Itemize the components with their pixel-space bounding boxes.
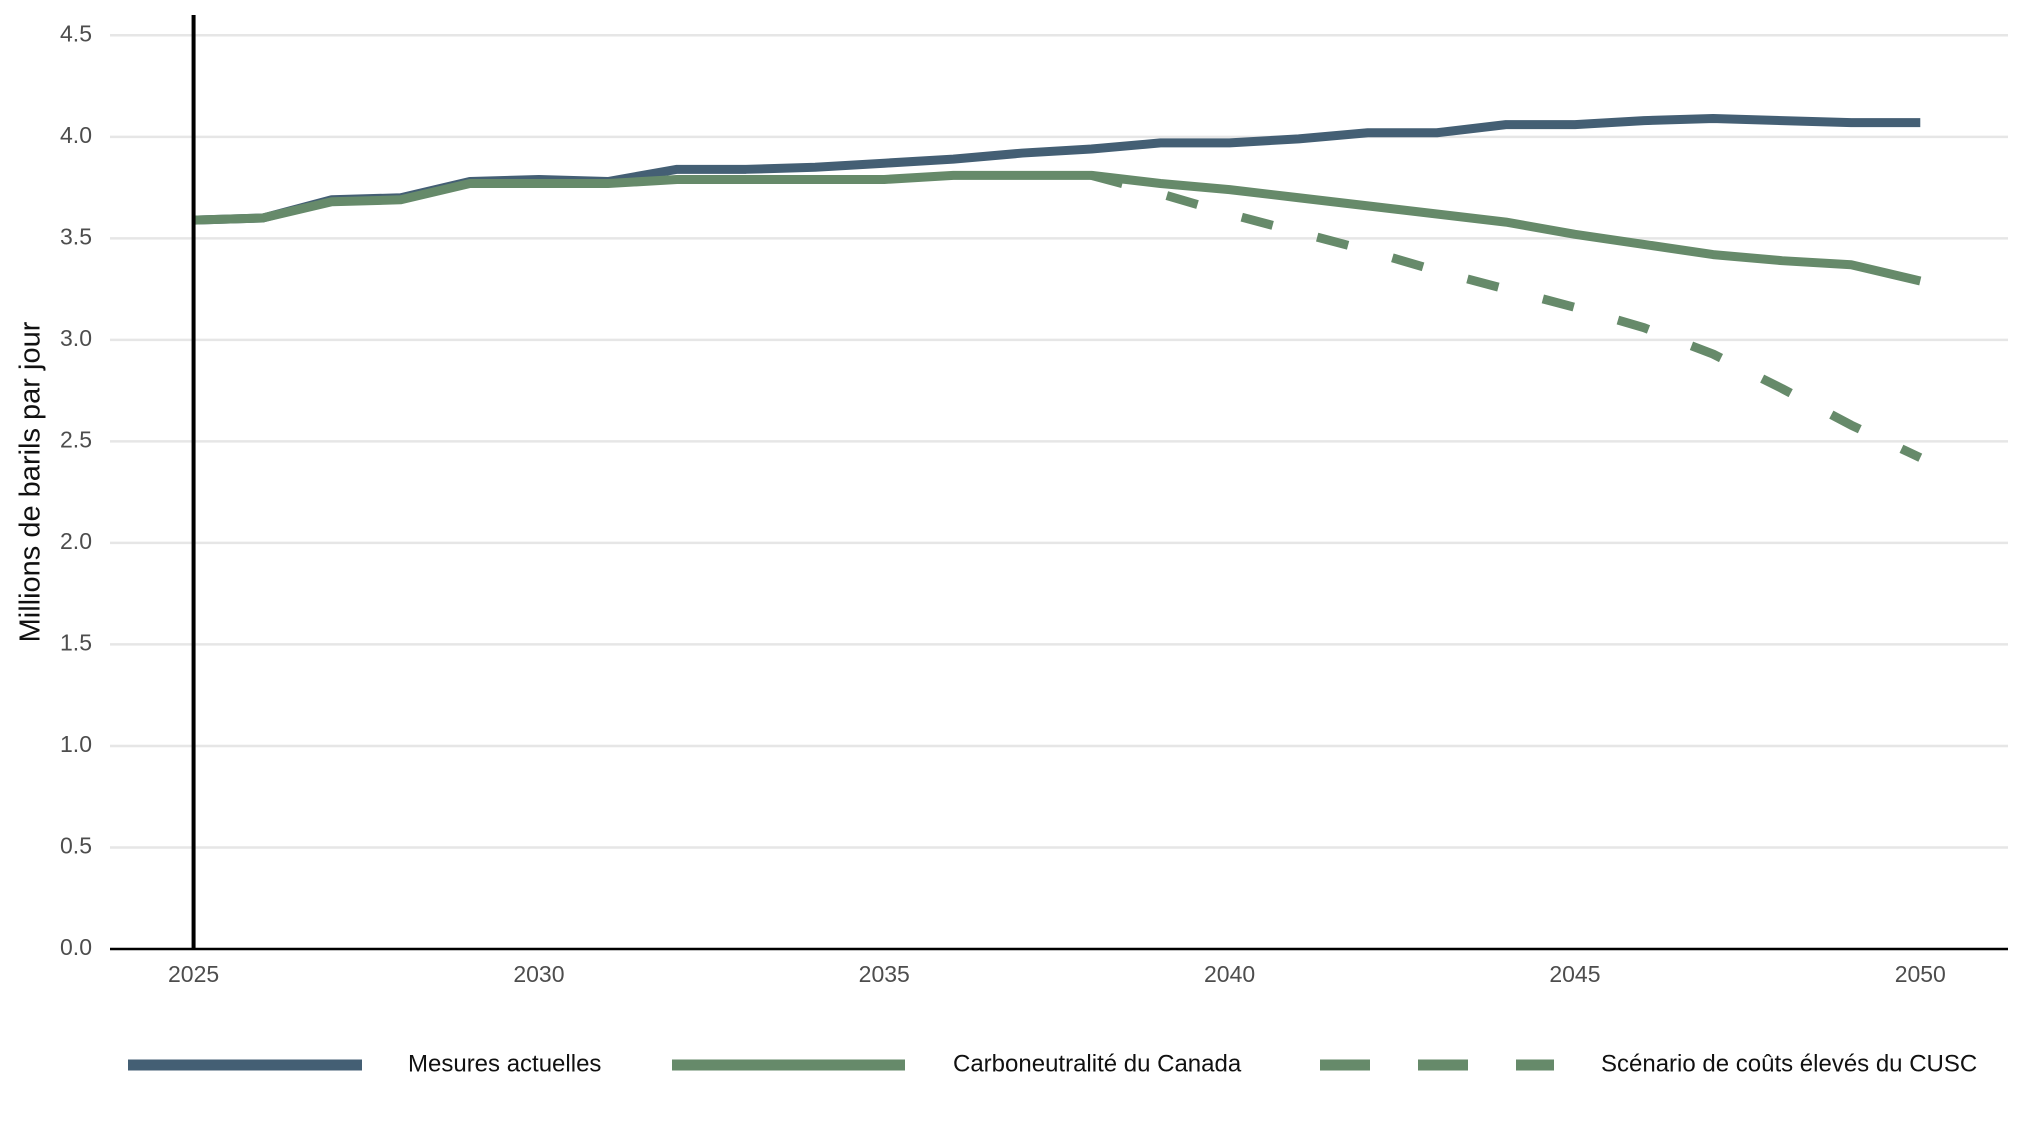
y-tick-label: 2.5 [60,426,92,452]
legend-label: Carboneutralité du Canada [953,1050,1242,1077]
y-tick-label: 4.5 [60,20,92,46]
series-line [1090,171,1923,462]
series-line [193,114,1921,225]
y-tick-label: 0.5 [60,833,92,859]
y-tick-label: 1.5 [60,630,92,656]
x-tick-label: 2030 [513,961,564,987]
legend-label: Mesures actuelles [408,1050,601,1077]
series-line [193,170,1922,286]
x-tick-label: 2050 [1895,961,1946,987]
x-tick-label: 2025 [168,961,219,987]
x-tick-label: 2035 [859,961,910,987]
y-axis-title: Millions de barils par jour [15,321,47,642]
legend-label: Scénario de coûts élevés du CUSC [1601,1050,1977,1077]
x-tick-label: 2040 [1204,961,1255,987]
x-tick-label: 2045 [1549,961,1600,987]
y-tick-label: 0.0 [60,934,92,960]
y-tick-label: 4.0 [60,122,92,148]
y-tick-label: 2.0 [60,528,92,554]
y-tick-label: 3.5 [60,223,92,249]
y-tick-label: 1.0 [60,731,92,757]
y-tick-label: 3.0 [60,325,92,351]
legend: Mesures actuelles Carboneutralité du Cana… [128,1050,1977,1077]
